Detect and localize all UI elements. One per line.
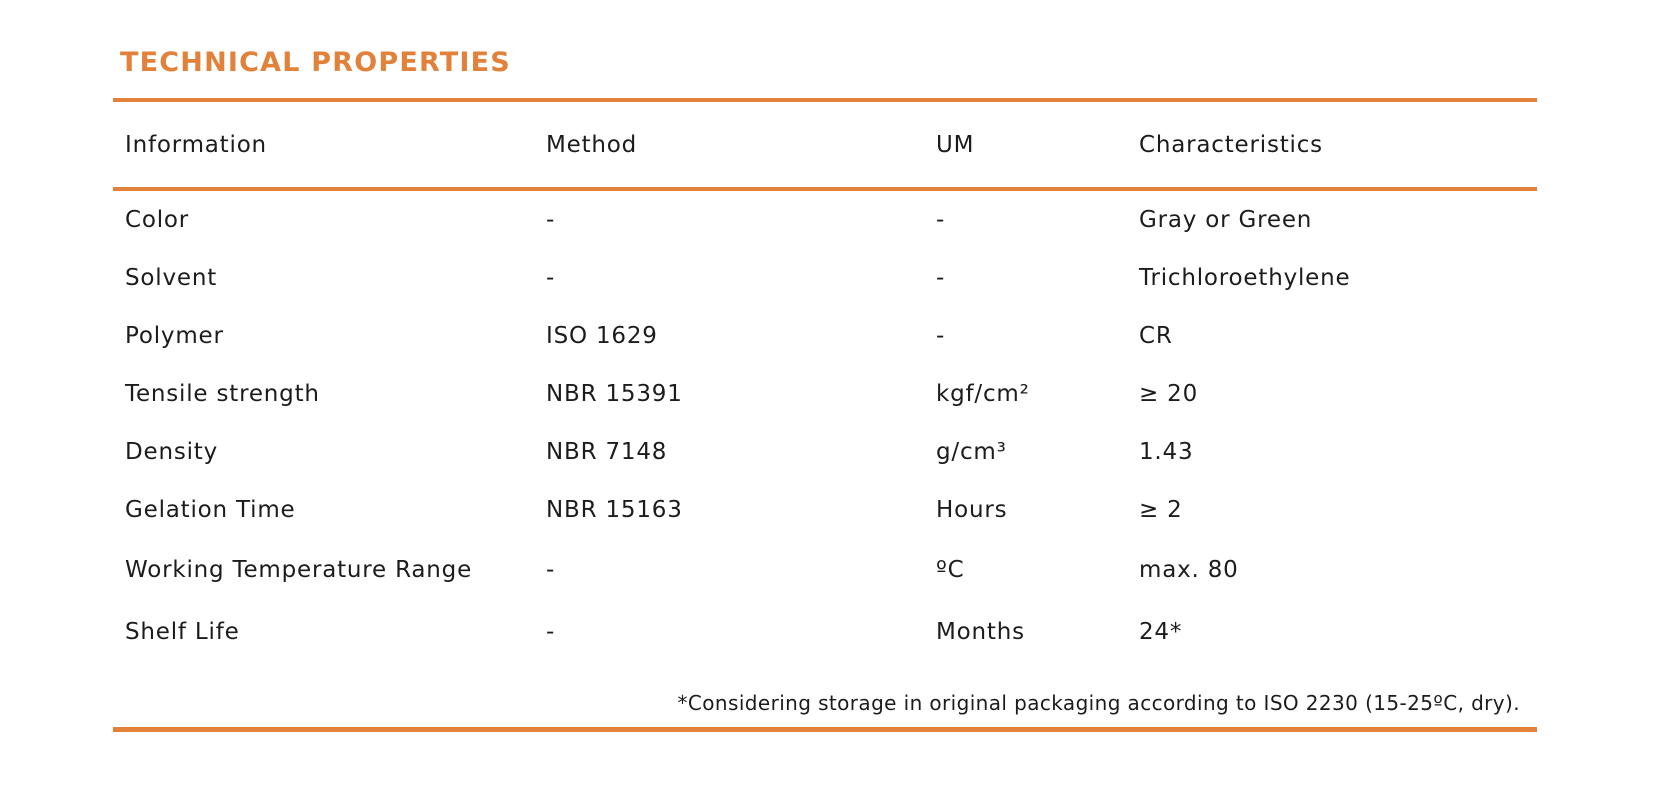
cell-information: Solvent bbox=[125, 265, 218, 291]
cell-um: kgf/cm² bbox=[936, 381, 1030, 407]
cell-characteristics: max. 80 bbox=[1139, 557, 1239, 583]
column-header-method: Method bbox=[546, 131, 638, 158]
cell-characteristics: CR bbox=[1139, 323, 1173, 349]
cell-method: NBR 7148 bbox=[546, 439, 668, 465]
table-row: Tensile strength NBR 15391 kgf/cm² ≥ 20 bbox=[113, 365, 1537, 423]
cell-method: NBR 15391 bbox=[546, 381, 683, 407]
cell-method: NBR 15163 bbox=[546, 497, 683, 523]
cell-method: ISO 1629 bbox=[546, 323, 658, 349]
bottom-rule bbox=[113, 727, 1537, 732]
cell-um: - bbox=[936, 323, 946, 349]
column-header-characteristics: Characteristics bbox=[1139, 131, 1323, 158]
table-row: Polymer ISO 1629 - CR bbox=[113, 307, 1537, 365]
column-header-um: UM bbox=[936, 131, 975, 158]
cell-um: g/cm³ bbox=[936, 439, 1007, 465]
cell-um: Months bbox=[936, 619, 1025, 645]
cell-characteristics: Gray or Green bbox=[1139, 207, 1313, 233]
cell-information: Gelation Time bbox=[125, 497, 296, 523]
cell-information: Tensile strength bbox=[125, 381, 320, 407]
table-header-row: Information Method UM Characteristics bbox=[113, 102, 1537, 187]
table-row: Solvent - - Trichloroethylene bbox=[113, 249, 1537, 307]
cell-method: - bbox=[546, 207, 556, 233]
cell-characteristics: ≥ 20 bbox=[1139, 381, 1199, 407]
table-footnote: *Considering storage in original packagi… bbox=[677, 691, 1520, 715]
table-body: Color - - Gray or Green Solvent - - Tric… bbox=[113, 191, 1537, 663]
cell-information: Density bbox=[125, 439, 219, 465]
cell-information: Color bbox=[125, 207, 190, 233]
table-row: Working Temperature Range - ºC max. 80 bbox=[113, 539, 1537, 601]
section-title: TECHNICAL PROPERTIES bbox=[120, 47, 511, 78]
cell-method: - bbox=[546, 557, 556, 583]
technical-properties-section: TECHNICAL PROPERTIES Information Method … bbox=[113, 0, 1537, 732]
table-row: Color - - Gray or Green bbox=[113, 191, 1537, 249]
column-header-information: Information bbox=[125, 131, 267, 158]
cell-information: Polymer bbox=[125, 323, 224, 349]
header-rule bbox=[113, 187, 1537, 191]
cell-um: ºC bbox=[936, 557, 965, 583]
cell-method: - bbox=[546, 265, 556, 291]
cell-characteristics: ≥ 2 bbox=[1139, 497, 1183, 523]
cell-information: Shelf Life bbox=[125, 619, 240, 645]
table-row: Gelation Time NBR 15163 Hours ≥ 2 bbox=[113, 481, 1537, 539]
cell-characteristics: 24* bbox=[1139, 619, 1183, 645]
cell-information: Working Temperature Range bbox=[125, 557, 473, 583]
cell-characteristics: Trichloroethylene bbox=[1139, 265, 1351, 291]
cell-um: - bbox=[936, 207, 946, 233]
table-row: Shelf Life - Months 24* bbox=[113, 601, 1537, 663]
cell-um: - bbox=[936, 265, 946, 291]
cell-method: - bbox=[546, 619, 556, 645]
table-row: Density NBR 7148 g/cm³ 1.43 bbox=[113, 423, 1537, 481]
cell-um: Hours bbox=[936, 497, 1008, 523]
title-rule bbox=[113, 98, 1537, 102]
cell-characteristics: 1.43 bbox=[1139, 439, 1194, 465]
